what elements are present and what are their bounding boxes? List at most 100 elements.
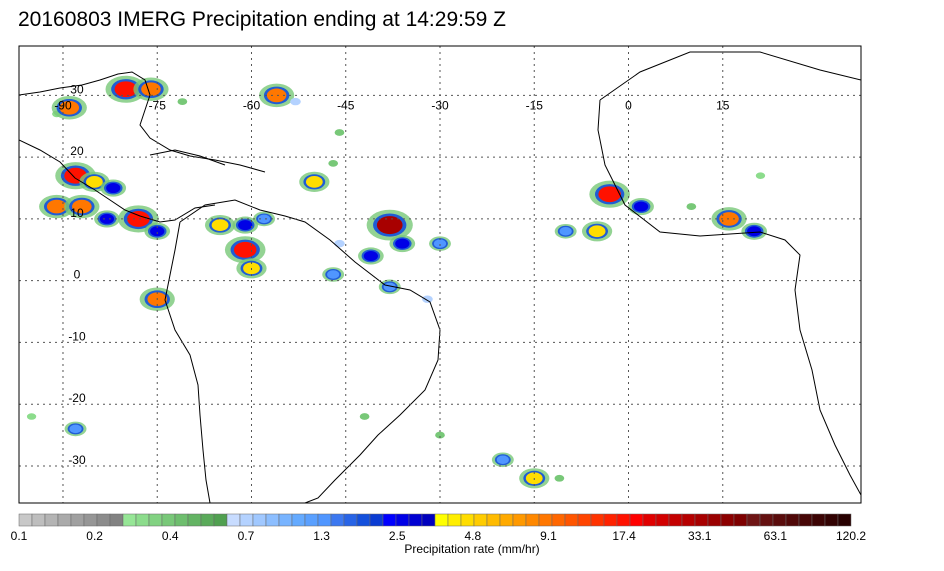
precip-cell — [290, 97, 301, 106]
precip-cell — [327, 270, 340, 279]
precip-cell — [633, 201, 649, 212]
colorbar-cell — [330, 513, 345, 527]
precip-cell — [435, 431, 445, 439]
longitude-label: -15 — [526, 98, 544, 112]
colorbar-cell — [304, 513, 319, 527]
latitude-label: -30 — [68, 453, 86, 467]
colorbar-cell — [83, 513, 98, 527]
precipitation-layer — [26, 75, 768, 489]
precip-cell — [59, 100, 80, 115]
longitude-label: -75 — [149, 98, 167, 112]
colorbar-cell — [538, 513, 553, 527]
colorbar-tick-label: 2.5 — [389, 529, 406, 543]
colorbar-cell — [343, 513, 358, 527]
precip-cell — [747, 226, 762, 237]
colorbar-cell — [486, 513, 501, 527]
coastline-south-america-west — [164, 221, 211, 503]
colorbar-cell — [447, 513, 462, 527]
precip-cell — [72, 199, 92, 214]
colorbar-cell — [798, 513, 813, 527]
colorbar-cell — [525, 513, 540, 527]
precip-cell — [86, 175, 103, 188]
colorbar-cell — [226, 513, 241, 527]
colorbar-cell — [772, 513, 787, 527]
colorbar-cell — [44, 513, 59, 527]
colorbar-cell — [213, 513, 228, 527]
colorbar-tick-label: 4.8 — [464, 529, 481, 543]
colorbar-tick-label: 63.1 — [764, 529, 788, 543]
precip-cell — [686, 203, 697, 210]
colorbar-cell — [720, 513, 735, 527]
latitude-label: -10 — [68, 329, 86, 343]
colorbar-cell — [603, 513, 618, 527]
precip-cell — [363, 250, 379, 261]
longitude-label: -45 — [337, 98, 355, 112]
colorbar-cell — [616, 513, 631, 527]
precip-cell — [588, 225, 606, 238]
precip-cell — [755, 172, 766, 179]
precip-cell — [433, 239, 447, 248]
colorbar-cell — [317, 513, 332, 527]
colorbar-cell — [356, 513, 371, 527]
colorbar-cell — [382, 513, 397, 527]
colorbar-cell — [291, 513, 306, 527]
colorbar-cell — [499, 513, 514, 527]
colorbar-tick-label: 1.3 — [313, 529, 330, 543]
colorbar-cell — [668, 513, 683, 527]
colorbar-cell — [70, 513, 85, 527]
colorbar-cell — [135, 513, 150, 527]
colorbar-cell — [252, 513, 267, 527]
coastline-north-america — [19, 71, 266, 173]
precip-cell — [233, 241, 257, 258]
colorbar-tick-label: 0.2 — [86, 529, 103, 543]
coastlines — [19, 51, 861, 503]
colorbar-tick-label: 17.4 — [612, 529, 636, 543]
colorbar-cell — [473, 513, 488, 527]
precip-cell — [106, 183, 121, 194]
precip-cell — [177, 98, 188, 105]
colorbar-cell — [109, 513, 124, 527]
colorbar-cell — [18, 513, 33, 527]
precip-cell — [719, 212, 739, 226]
colorbar-cell — [148, 513, 163, 527]
precip-cell — [559, 227, 572, 236]
colorbar-cell — [707, 513, 722, 527]
latitude-label: 0 — [74, 268, 81, 282]
latitude-label: 10 — [70, 206, 84, 220]
precip-cell — [69, 424, 82, 434]
colorbar-cell — [655, 513, 670, 527]
colorbar-cell — [512, 513, 527, 527]
colorbar-tick-label: 120.2 — [836, 529, 866, 543]
colorbar-tick-label: 0.7 — [238, 529, 255, 543]
colorbar-cell — [31, 513, 46, 527]
precip-cell — [114, 81, 138, 98]
coastline-africa-west — [597, 99, 861, 496]
latitude-label: -20 — [68, 391, 86, 405]
precip-cell — [238, 220, 253, 231]
precip-cell — [496, 455, 509, 465]
longitude-label: 15 — [716, 98, 730, 112]
colorbar-cell — [278, 513, 293, 527]
colorbar-cell — [122, 513, 137, 527]
colorbar-cell — [590, 513, 605, 527]
colorbar-cell — [759, 513, 774, 527]
colorbar-cell — [408, 513, 423, 527]
precip-cell — [99, 213, 115, 224]
precip-cell — [376, 216, 403, 235]
precip-cell — [266, 88, 287, 103]
colorbar-tick-label: 0.1 — [11, 529, 28, 543]
colorbar-tick-label: 0.4 — [162, 529, 179, 543]
colorbar-cell — [57, 513, 72, 527]
colorbar-cell — [395, 513, 410, 527]
colorbar-cell — [200, 513, 215, 527]
axis-labels: -90 -75 -60 -45 -30 -15 0 15 30 20 10 0 -10 -20 -30 — [54, 82, 729, 467]
colorbar-cell — [434, 513, 449, 527]
coastline-south-america — [179, 199, 441, 503]
colorbar-ticks: 0.1 0.2 0.4 0.7 1.3 2.5 4.8 9.1 17.4 33.1 63.1 120.… — [11, 529, 867, 543]
graticule — [19, 46, 861, 503]
coastline-central-america — [19, 139, 216, 223]
latitude-label: 20 — [70, 144, 84, 158]
colorbar-cell — [629, 513, 644, 527]
